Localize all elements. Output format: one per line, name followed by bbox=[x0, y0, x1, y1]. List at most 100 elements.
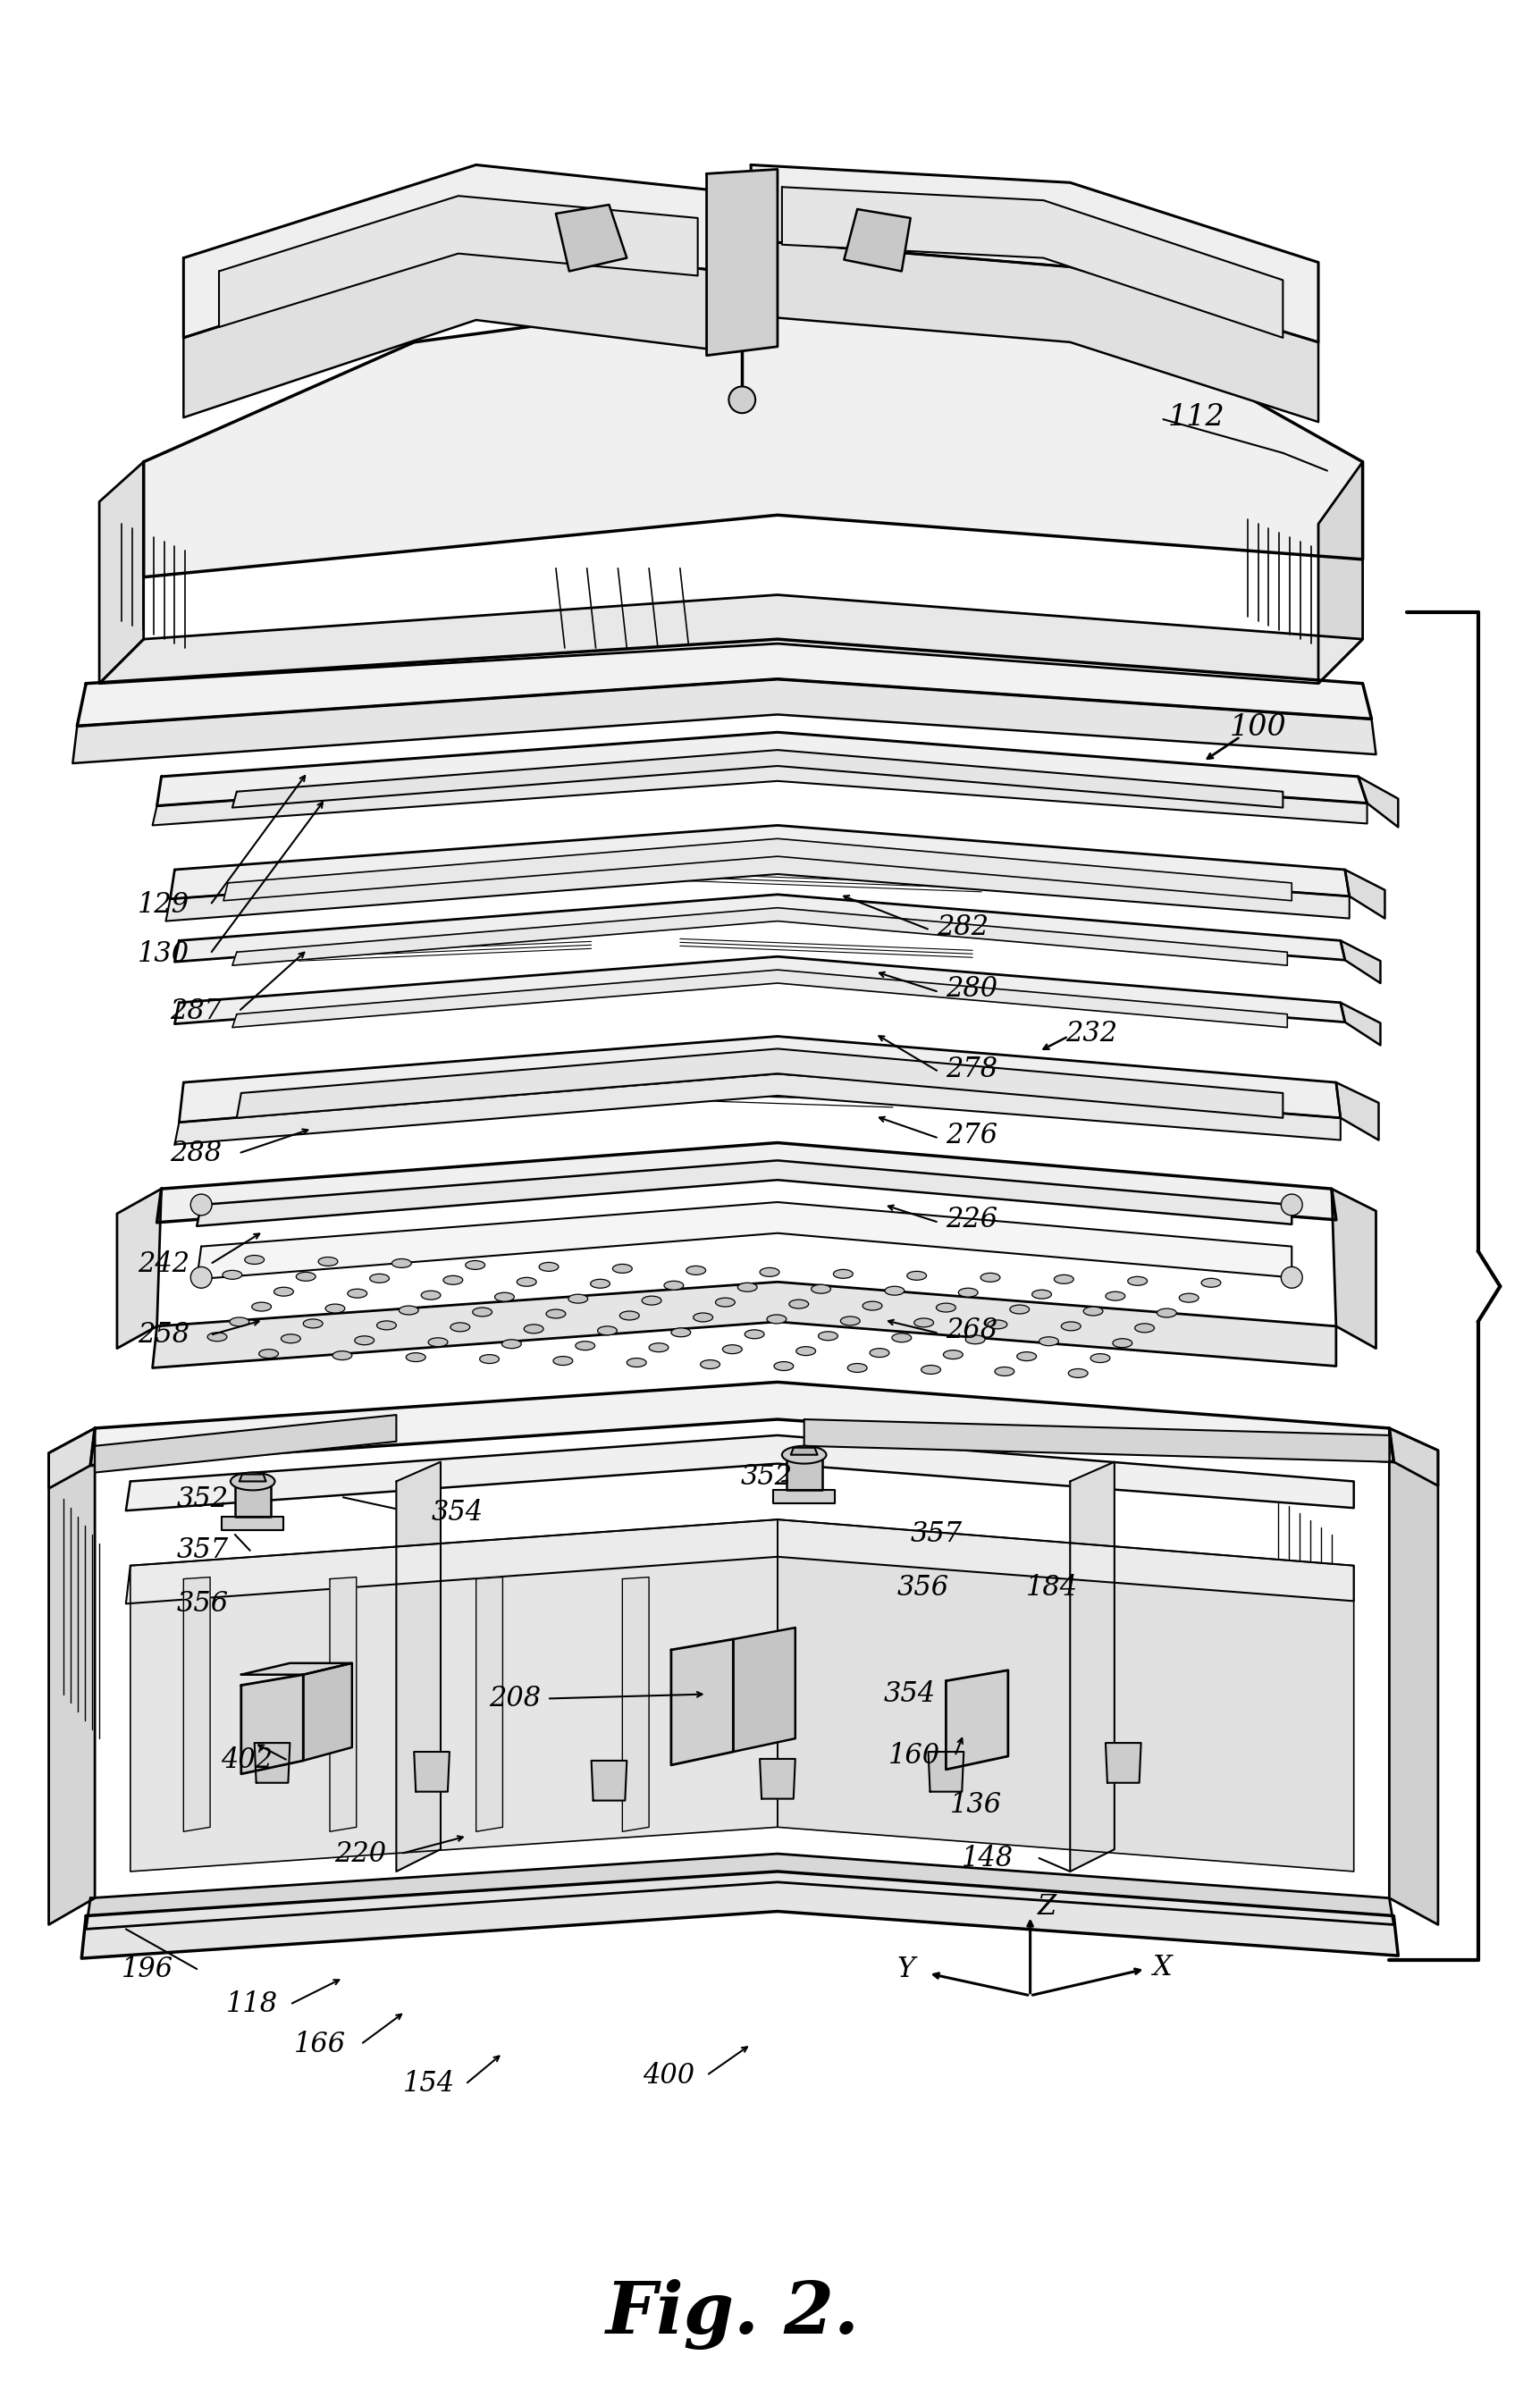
Text: 282: 282 bbox=[938, 914, 989, 941]
Text: 208: 208 bbox=[490, 1684, 542, 1713]
Ellipse shape bbox=[568, 1294, 588, 1304]
Polygon shape bbox=[946, 1670, 1009, 1768]
Polygon shape bbox=[1358, 777, 1398, 828]
Ellipse shape bbox=[377, 1321, 396, 1331]
Ellipse shape bbox=[407, 1352, 425, 1362]
Ellipse shape bbox=[987, 1321, 1007, 1328]
Polygon shape bbox=[233, 970, 1287, 1027]
Text: 278: 278 bbox=[946, 1056, 998, 1083]
Ellipse shape bbox=[231, 1472, 274, 1489]
Ellipse shape bbox=[319, 1256, 337, 1266]
Polygon shape bbox=[752, 241, 1318, 421]
Ellipse shape bbox=[775, 1362, 793, 1371]
Polygon shape bbox=[778, 1521, 1354, 1872]
Text: 154: 154 bbox=[403, 2072, 456, 2098]
Text: 220: 220 bbox=[334, 1841, 387, 1867]
Polygon shape bbox=[476, 1576, 502, 1831]
Ellipse shape bbox=[1016, 1352, 1036, 1362]
Text: 166: 166 bbox=[294, 2031, 346, 2057]
Ellipse shape bbox=[502, 1340, 522, 1347]
Ellipse shape bbox=[671, 1328, 690, 1338]
Text: 357: 357 bbox=[177, 1537, 228, 1564]
Polygon shape bbox=[844, 209, 910, 272]
Polygon shape bbox=[792, 1448, 818, 1456]
Ellipse shape bbox=[782, 1446, 827, 1463]
Ellipse shape bbox=[465, 1261, 485, 1270]
Text: 148: 148 bbox=[962, 1845, 1013, 1872]
Ellipse shape bbox=[354, 1335, 374, 1345]
Ellipse shape bbox=[745, 1331, 764, 1338]
Ellipse shape bbox=[1113, 1338, 1132, 1347]
Ellipse shape bbox=[796, 1347, 816, 1355]
Text: 129: 129 bbox=[137, 890, 189, 919]
Ellipse shape bbox=[370, 1273, 390, 1282]
Polygon shape bbox=[303, 1663, 353, 1761]
Polygon shape bbox=[223, 840, 1292, 900]
Polygon shape bbox=[1340, 941, 1380, 984]
Ellipse shape bbox=[738, 1282, 758, 1292]
Text: 352: 352 bbox=[177, 1485, 228, 1513]
Polygon shape bbox=[126, 1521, 1354, 1605]
Ellipse shape bbox=[428, 1338, 448, 1347]
Ellipse shape bbox=[296, 1273, 316, 1280]
Ellipse shape bbox=[399, 1306, 419, 1314]
Text: 112: 112 bbox=[1167, 404, 1224, 431]
Polygon shape bbox=[236, 1482, 271, 1516]
Ellipse shape bbox=[642, 1297, 661, 1304]
Text: Y: Y bbox=[898, 1956, 915, 1983]
Polygon shape bbox=[95, 1415, 396, 1472]
Ellipse shape bbox=[1055, 1275, 1073, 1285]
Ellipse shape bbox=[1061, 1321, 1081, 1331]
Ellipse shape bbox=[473, 1306, 493, 1316]
Ellipse shape bbox=[229, 1318, 249, 1326]
Text: 242: 242 bbox=[137, 1251, 189, 1278]
Polygon shape bbox=[1389, 1429, 1438, 1925]
Text: 357: 357 bbox=[910, 1521, 962, 1549]
Ellipse shape bbox=[1135, 1323, 1155, 1333]
Text: 196: 196 bbox=[122, 1956, 174, 1983]
Polygon shape bbox=[49, 1429, 95, 1489]
Polygon shape bbox=[86, 1853, 1394, 1930]
Polygon shape bbox=[414, 1752, 450, 1792]
Polygon shape bbox=[117, 1189, 162, 1347]
Polygon shape bbox=[174, 1073, 1340, 1145]
Polygon shape bbox=[233, 907, 1287, 965]
Text: 232: 232 bbox=[1066, 1020, 1118, 1047]
Polygon shape bbox=[239, 1475, 266, 1482]
Polygon shape bbox=[126, 1436, 1354, 1511]
Ellipse shape bbox=[1090, 1355, 1110, 1362]
Ellipse shape bbox=[420, 1290, 440, 1299]
Ellipse shape bbox=[1032, 1290, 1052, 1299]
Circle shape bbox=[191, 1193, 213, 1215]
Circle shape bbox=[728, 387, 756, 414]
Ellipse shape bbox=[907, 1270, 927, 1280]
Ellipse shape bbox=[539, 1263, 559, 1270]
Ellipse shape bbox=[479, 1355, 499, 1364]
Text: 287: 287 bbox=[171, 998, 222, 1025]
Polygon shape bbox=[671, 1638, 733, 1766]
Ellipse shape bbox=[885, 1287, 904, 1294]
Polygon shape bbox=[759, 1759, 795, 1800]
Ellipse shape bbox=[1127, 1278, 1147, 1285]
Polygon shape bbox=[157, 731, 1368, 806]
Polygon shape bbox=[1389, 1429, 1438, 1487]
Polygon shape bbox=[171, 825, 1349, 900]
Polygon shape bbox=[622, 1576, 648, 1831]
Ellipse shape bbox=[788, 1299, 808, 1309]
Polygon shape bbox=[91, 1381, 1394, 1465]
Ellipse shape bbox=[1180, 1294, 1198, 1302]
Text: 354: 354 bbox=[431, 1499, 484, 1525]
Ellipse shape bbox=[517, 1278, 536, 1287]
Polygon shape bbox=[1337, 1083, 1378, 1140]
Polygon shape bbox=[396, 1463, 440, 1872]
Polygon shape bbox=[183, 245, 724, 419]
Ellipse shape bbox=[303, 1318, 323, 1328]
Polygon shape bbox=[556, 205, 627, 272]
Polygon shape bbox=[773, 1489, 835, 1504]
Ellipse shape bbox=[280, 1335, 300, 1343]
Polygon shape bbox=[82, 1872, 1398, 1958]
Polygon shape bbox=[330, 1576, 356, 1831]
Text: 400: 400 bbox=[642, 2062, 695, 2088]
Text: 268: 268 bbox=[946, 1316, 998, 1345]
Ellipse shape bbox=[576, 1340, 594, 1350]
